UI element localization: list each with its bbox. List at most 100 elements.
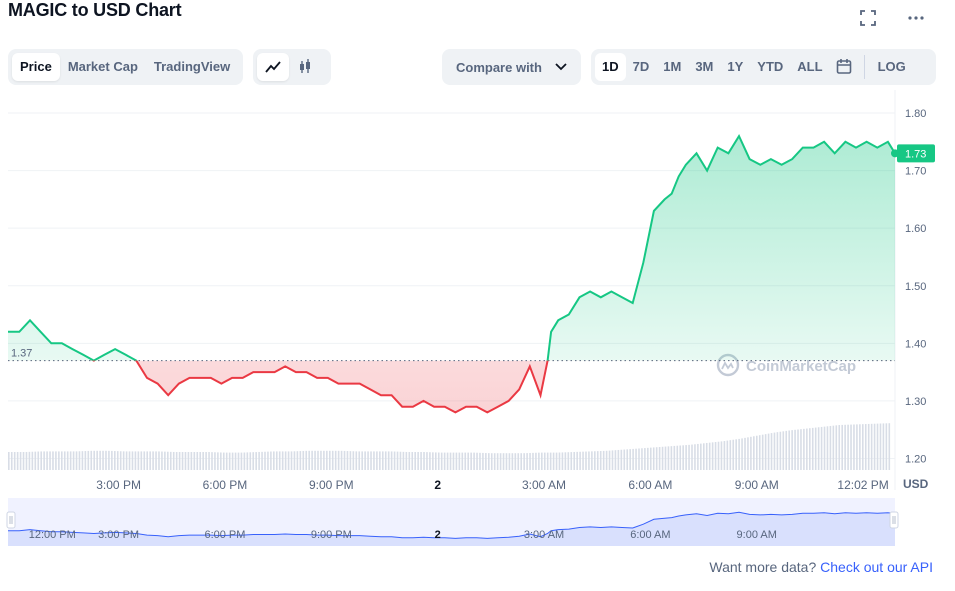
volume-bar: [131, 451, 134, 470]
volume-bar: [673, 445, 676, 470]
volume-bar: [249, 452, 252, 470]
tab-price[interactable]: Price: [12, 53, 60, 81]
api-link[interactable]: Check out our API: [820, 559, 933, 575]
chevron-down-icon: [555, 63, 567, 71]
volume-bar: [317, 450, 319, 470]
range-navigator[interactable]: 12:00 PM 3:00 PM 6:00 PM 9:00 PM 2 3:00 AM 6:0…: [6, 498, 899, 546]
volume-bar: [178, 452, 181, 470]
y-tick-label: 1.40: [905, 338, 926, 350]
volume-bar: [455, 452, 458, 470]
volume-bar: [585, 451, 587, 470]
volume-bar: [390, 451, 393, 470]
calendar-icon[interactable]: [830, 53, 858, 81]
price-line-down: [91, 360, 549, 414]
current-price-label: 1.73: [905, 148, 926, 160]
volume-bar: [234, 452, 237, 470]
x-tick-label: 12:02 PM: [837, 478, 888, 492]
volume-bar: [856, 424, 858, 470]
x-tick-label: 2: [434, 478, 441, 492]
candlestick-icon[interactable]: [289, 53, 321, 81]
volume-bar: [258, 451, 260, 470]
more-options-icon[interactable]: [906, 8, 926, 28]
volume-bar: [508, 453, 511, 470]
tab-tradingview[interactable]: TradingView: [153, 59, 231, 74]
volume-bar: [305, 450, 308, 470]
range-1m[interactable]: 1M: [663, 59, 682, 74]
y-tick-label: 1.60: [905, 223, 926, 235]
volume-bar: [806, 428, 808, 470]
volume-bar: [137, 451, 140, 470]
volume-bar: [122, 451, 125, 470]
range-ytd[interactable]: YTD: [757, 59, 784, 74]
price-chart[interactable]: CoinMarketCap 1.37 1.73 1.20 1.30 1.40 1.50…: [0, 90, 955, 560]
navigator-tick-label: 9:00 PM: [311, 529, 352, 541]
tab-market-cap[interactable]: Market Cap: [67, 59, 138, 74]
volume-bar: [102, 450, 104, 470]
volume-bar: [61, 451, 63, 470]
range-3m[interactable]: 3M: [695, 59, 714, 74]
range-divider: [863, 55, 865, 79]
volume-bar: [284, 451, 287, 470]
volume-bar: [87, 450, 90, 470]
y-tick-label: 1.80: [905, 108, 926, 120]
volume-bar: [803, 428, 805, 470]
range-1d[interactable]: 1D: [595, 53, 626, 81]
volume-bar: [629, 449, 631, 470]
volume-bar: [808, 428, 811, 470]
api-promo-text: Want more data?: [709, 559, 817, 575]
volume-bar: [679, 445, 682, 470]
volume-bar: [358, 451, 361, 470]
volume-bar: [747, 437, 749, 470]
reference-label: 1.37: [11, 348, 32, 360]
volume-bar: [379, 451, 381, 470]
volume-bar: [664, 446, 667, 470]
volume-bar: [691, 444, 693, 470]
range-7d[interactable]: 7D: [632, 59, 650, 74]
x-tick-label: 9:00 AM: [735, 478, 779, 492]
volume-bar: [761, 434, 764, 470]
volume-bar: [449, 452, 452, 470]
volume-bar: [458, 452, 461, 470]
volume-bar: [370, 451, 372, 470]
range-all[interactable]: ALL: [797, 59, 823, 74]
volume-bar: [311, 450, 313, 470]
navigator-handle-left[interactable]: [6, 511, 16, 529]
volume-bar: [364, 451, 366, 470]
volume-bar: [296, 451, 299, 470]
volume-bar: [717, 441, 720, 470]
volume-bar: [464, 452, 467, 470]
volume-bar: [776, 432, 779, 470]
volume-bar: [31, 451, 34, 470]
navigator-handle-right[interactable]: [889, 511, 899, 529]
volume-bar: [770, 433, 773, 470]
y-tick-label: 1.70: [905, 166, 926, 178]
volume-bar: [473, 452, 475, 470]
volume-bar: [644, 448, 646, 470]
volume-bar: [608, 450, 611, 470]
volume-bar: [726, 440, 729, 470]
volume-bar: [561, 452, 564, 470]
volume-bar: [384, 451, 387, 470]
range-1y[interactable]: 1Y: [727, 59, 744, 74]
compare-with-dropdown[interactable]: Compare with: [442, 49, 581, 85]
chart-grid: [8, 90, 896, 490]
volume-bar: [164, 451, 166, 470]
volume-bar: [461, 452, 464, 470]
line-chart-icon[interactable]: [257, 53, 289, 81]
volume-bar: [841, 424, 843, 470]
volume-bar: [211, 452, 213, 470]
volume-bar: [175, 452, 178, 470]
volume-bar: [488, 453, 490, 470]
volume-bar: [617, 449, 620, 470]
volume-bar: [714, 442, 717, 470]
log-toggle[interactable]: LOG: [877, 59, 906, 74]
volume-bar: [552, 452, 555, 470]
volume-bar: [93, 450, 96, 470]
volume-bar: [611, 450, 614, 470]
fullscreen-icon[interactable]: [858, 8, 878, 28]
compare-with-label: Compare with: [456, 59, 542, 75]
volume-bar: [826, 426, 829, 470]
volume-bar: [281, 451, 284, 470]
page-title: MAGIC to USD Chart: [8, 0, 182, 20]
volume-bar: [125, 451, 128, 470]
